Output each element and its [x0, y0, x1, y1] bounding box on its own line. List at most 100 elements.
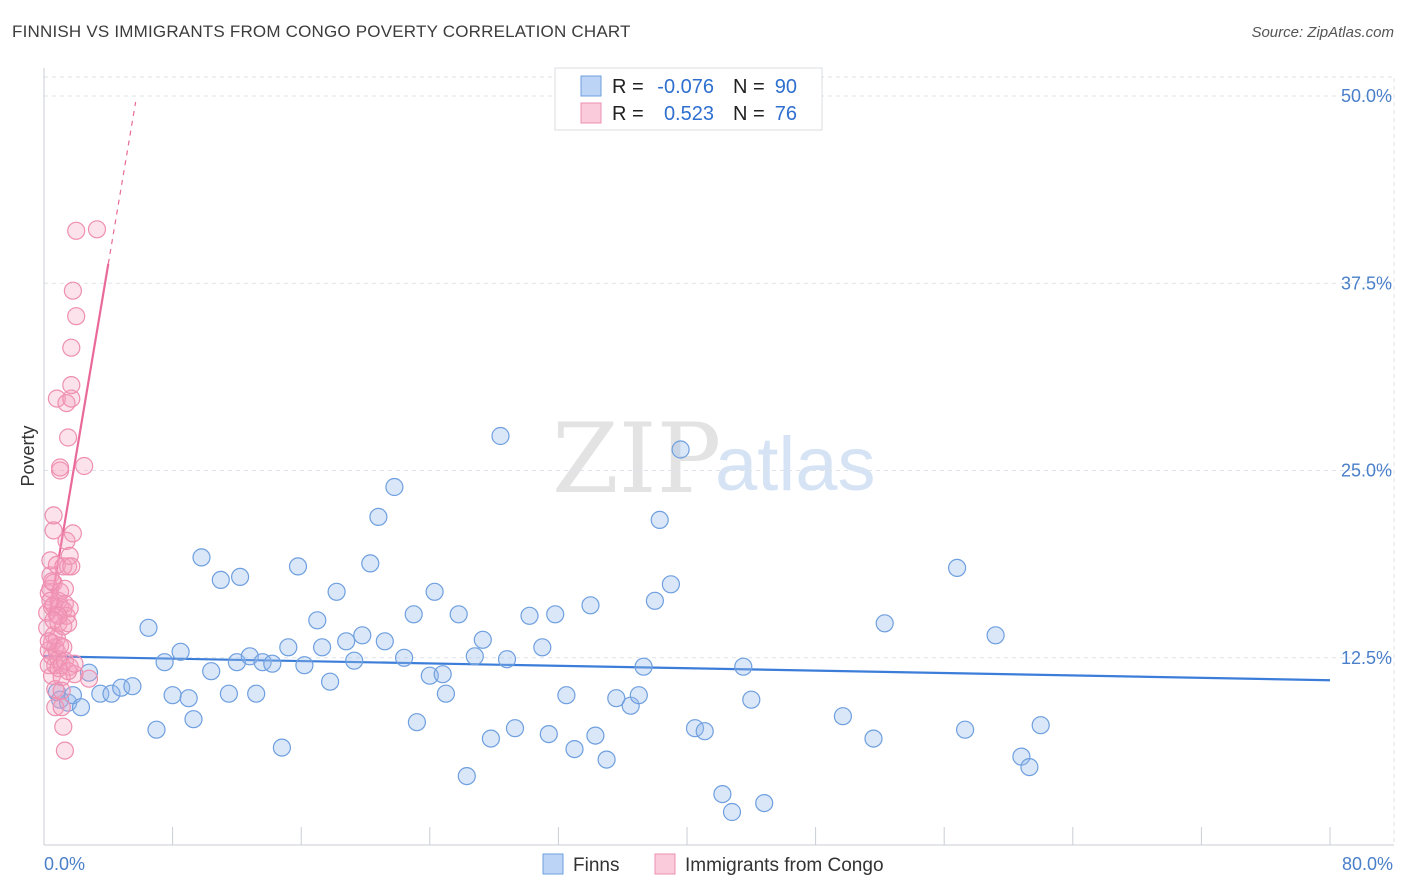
congo-point	[54, 717, 73, 736]
finns-point	[671, 440, 690, 459]
x-tick-label-max: 80.0%	[1342, 854, 1393, 874]
finns-point	[742, 690, 761, 709]
congo-point	[65, 654, 84, 673]
finns-point	[179, 689, 198, 708]
bottom-legend: Finns Immigrants from Congo	[542, 853, 884, 876]
finns-point	[650, 510, 669, 530]
finns-point	[425, 582, 444, 601]
source-credit: Source: ZipAtlas.com	[1251, 24, 1394, 41]
congo-point	[54, 617, 73, 636]
finns-point	[353, 626, 372, 645]
axes: 0.0% 80.0%	[43, 68, 1394, 874]
finns-point	[581, 596, 600, 615]
finns-point	[395, 648, 414, 667]
congo-point	[62, 557, 81, 576]
congo-point	[62, 389, 81, 408]
finns-point	[102, 684, 121, 703]
finns-point	[337, 632, 356, 651]
legend-r-label-finns: R =	[612, 76, 644, 98]
finns-point	[481, 729, 500, 748]
finns-point	[734, 657, 753, 676]
finns-point	[833, 707, 853, 726]
finns-point	[557, 686, 576, 705]
congo-point	[55, 741, 75, 760]
finns-point	[433, 665, 452, 684]
congo-point	[67, 221, 86, 240]
finns-point	[202, 662, 221, 681]
finns-point	[369, 507, 388, 527]
finns-point	[211, 570, 230, 590]
finns-point	[139, 618, 158, 637]
bottom-legend-congo: Immigrants from Congo	[685, 855, 884, 876]
congo-point	[63, 281, 83, 300]
finns-point	[505, 719, 525, 738]
watermark: ZIP atlas	[552, 403, 876, 515]
watermark-zip: ZIP	[552, 403, 721, 515]
finns-point	[955, 720, 975, 739]
finns-point	[295, 656, 314, 675]
finns-point	[713, 784, 732, 804]
finns-point	[79, 663, 99, 682]
finns-point	[565, 739, 584, 759]
legend-n-label-congo: N =	[733, 103, 765, 125]
y-tick-label: 37.5%	[1341, 273, 1392, 293]
finns-point	[597, 750, 616, 769]
finns-point	[947, 558, 967, 578]
congo-point	[52, 698, 71, 717]
congo-trend-extension	[107, 101, 137, 264]
y-tick-label: 25.0%	[1341, 461, 1392, 481]
finns-point	[533, 638, 552, 657]
congo-point	[46, 698, 65, 717]
finns-point	[308, 611, 327, 630]
congo-point	[41, 591, 60, 610]
finns-point	[71, 698, 91, 717]
finns-point	[123, 677, 142, 696]
finns-point	[288, 557, 308, 576]
legend-n-value-congo: 76	[775, 103, 797, 125]
congo-point	[58, 662, 78, 681]
finns-point	[231, 567, 250, 587]
finns-point	[661, 575, 681, 594]
finns-point	[375, 632, 394, 651]
finns-point	[361, 554, 380, 573]
congo-point	[79, 669, 99, 688]
finns-point	[449, 605, 468, 624]
congo-point	[52, 681, 71, 700]
legend: R = -0.076 N = 90 R = 0.523 N = 76	[554, 67, 823, 131]
congo-point	[44, 521, 63, 540]
finns-point	[1031, 716, 1050, 735]
finns-point	[192, 548, 211, 567]
congo-point	[62, 376, 81, 395]
finns-point	[986, 626, 1005, 645]
finns-point	[155, 653, 174, 672]
finns-point	[163, 686, 182, 705]
congo-point	[47, 389, 67, 408]
finns-point	[634, 657, 653, 676]
finns-point	[321, 672, 340, 691]
finns-point	[457, 766, 476, 786]
finns-point	[539, 724, 558, 744]
finns-point	[436, 684, 455, 703]
finns-point	[404, 605, 423, 624]
congo-point	[44, 506, 63, 525]
finns-point	[586, 726, 605, 745]
finns-point	[607, 689, 626, 708]
finns-point	[491, 426, 510, 446]
bottom-legend-finns: Finns	[573, 855, 619, 876]
finns-point	[313, 638, 332, 657]
finns-point	[407, 713, 426, 732]
bottom-legend-swatch-finns	[542, 853, 564, 875]
finns-point	[497, 650, 517, 669]
finns-point	[171, 642, 190, 661]
finns-trend-line	[43, 655, 1331, 682]
data-points	[38, 220, 1050, 822]
finns-point	[520, 606, 539, 625]
congo-point	[39, 632, 58, 651]
x-tick-label-min: 0.0%	[44, 854, 85, 874]
congo-point	[50, 458, 70, 477]
legend-n-label-finns: N =	[733, 76, 765, 98]
finns-point	[695, 722, 714, 741]
finns-point	[345, 651, 364, 670]
congo-point	[75, 456, 94, 476]
legend-r-value-finns: -0.076	[657, 76, 714, 98]
